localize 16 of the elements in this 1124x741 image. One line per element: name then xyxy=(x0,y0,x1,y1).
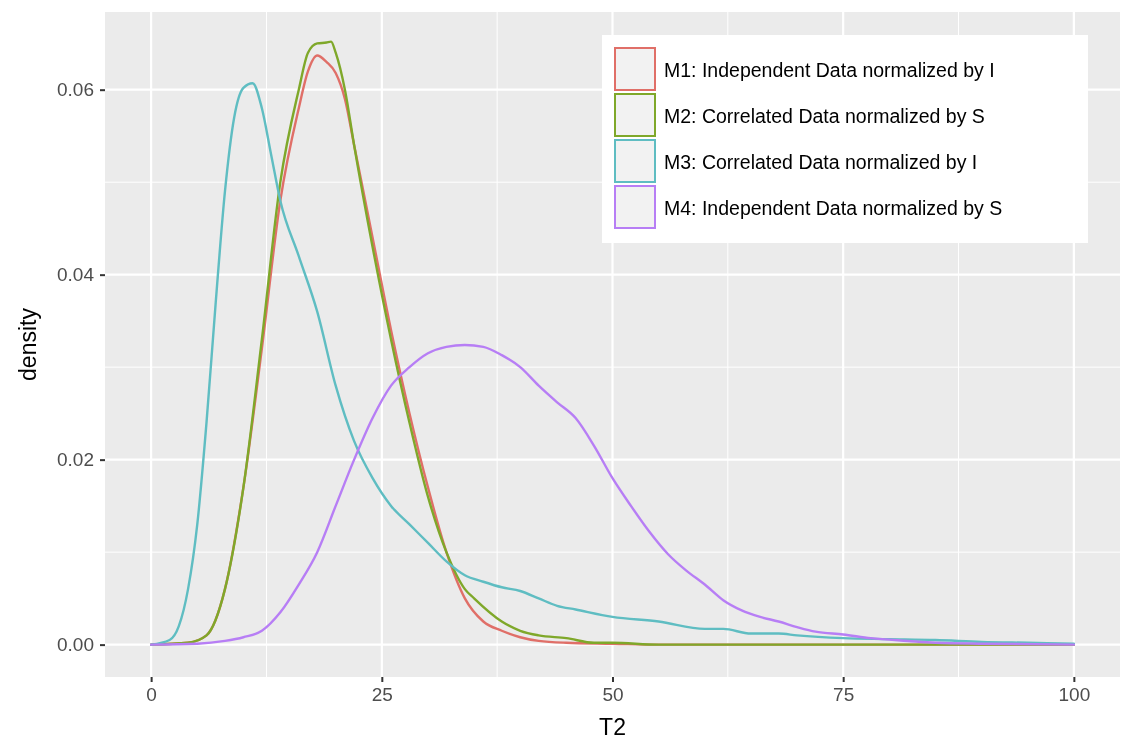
line-series xyxy=(149,343,1076,646)
y-axis-title: density xyxy=(15,307,41,381)
x-tick-label: 100 xyxy=(1058,684,1091,706)
legend-label: M3: Correlated Data normalized by I xyxy=(664,151,978,173)
y-tick-label: 0.02 xyxy=(57,449,94,471)
y-tick-label: 0.04 xyxy=(57,264,95,286)
y-tick-label: 0.00 xyxy=(57,634,94,656)
x-tick-label: 75 xyxy=(833,684,855,706)
legend-label: M1: Independent Data normalized by I xyxy=(664,59,995,81)
x-tick-label: 50 xyxy=(602,684,624,706)
y-tick-label: 0.06 xyxy=(57,79,94,101)
x-tick-label: 25 xyxy=(371,684,393,706)
legend-label: M2: Correlated Data normalized by S xyxy=(664,105,985,127)
x-tick-label: 0 xyxy=(146,684,157,706)
x-axis-title: T2 xyxy=(599,714,626,740)
legend-label: M4: Independent Data normalized by S xyxy=(664,197,1003,219)
